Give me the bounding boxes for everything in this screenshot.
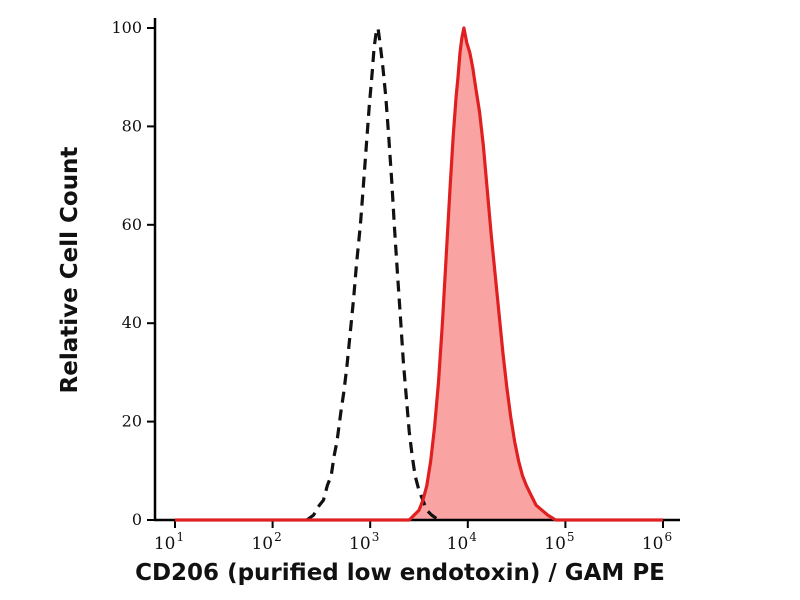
x-tick-label: 102: [251, 530, 281, 554]
x-tick-label: 105: [544, 530, 574, 554]
y-tick-label: 0: [132, 510, 142, 529]
axis-frame: [153, 18, 680, 522]
y-tick-label: 60: [122, 215, 142, 234]
x-tick-label: 101: [154, 530, 184, 554]
x-axis-label: CD206 (purified low endotoxin) / GAM PE: [135, 560, 665, 586]
y-tick-label: 40: [122, 313, 142, 332]
y-tick-label: 80: [122, 116, 142, 135]
x-tick-label: 103: [349, 530, 379, 554]
series-curve-dashed: [305, 26, 440, 522]
y-tick-label: 100: [111, 18, 142, 37]
x-tick-label: 104: [447, 530, 478, 554]
series-fill: [175, 28, 663, 520]
x-tick-label: 106: [642, 530, 672, 554]
y-tick-label: 20: [122, 412, 142, 431]
series-curve-solid: [175, 26, 663, 522]
